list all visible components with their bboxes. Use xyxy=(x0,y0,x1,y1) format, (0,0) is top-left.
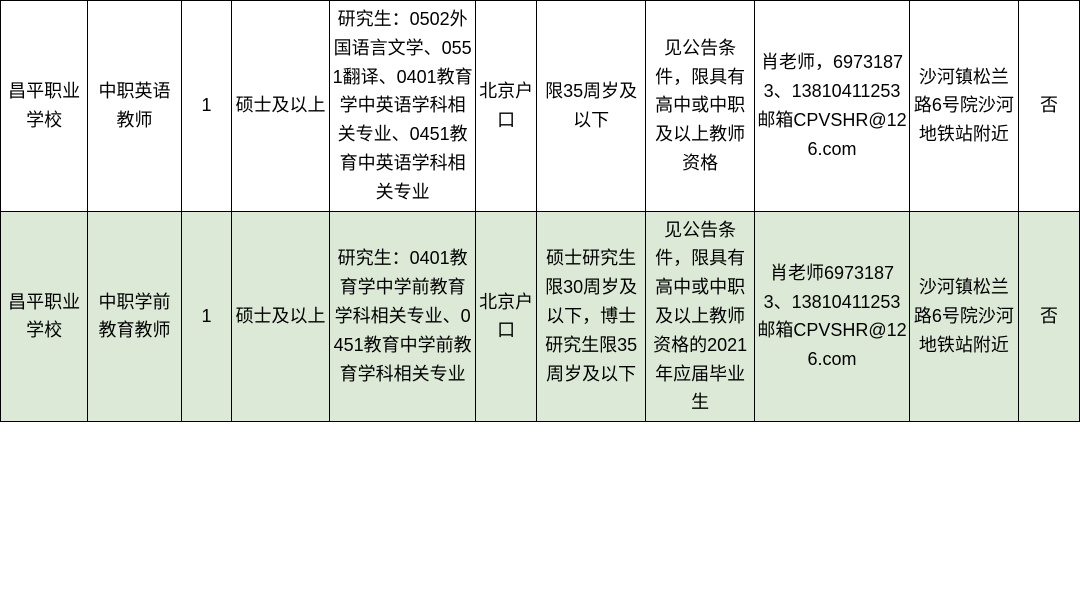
cell-count: 1 xyxy=(181,1,231,212)
cell-contact: 肖老师，69731873、13810411253邮箱CPVSHR@126.com xyxy=(755,1,910,212)
cell-hukou: 北京户口 xyxy=(476,1,537,212)
table-body: 昌平职业学校 中职英语教师 1 硕士及以上 研究生：0502外国语言文学、055… xyxy=(1,1,1080,422)
cell-flag: 否 xyxy=(1018,1,1079,212)
cell-degree: 硕士及以上 xyxy=(232,1,330,212)
cell-school: 昌平职业学校 xyxy=(1,211,88,422)
table-row: 昌平职业学校 中职英语教师 1 硕士及以上 研究生：0502外国语言文学、055… xyxy=(1,1,1080,212)
cell-position: 中职学前教育教师 xyxy=(88,211,182,422)
cell-address: 沙河镇松兰路6号院沙河地铁站附近 xyxy=(909,211,1018,422)
cell-age: 限35周岁及以下 xyxy=(537,1,646,212)
cell-requirement: 见公告条件，限具有高中或中职及以上教师资格 xyxy=(646,1,755,212)
cell-position: 中职英语教师 xyxy=(88,1,182,212)
cell-major: 研究生：0401教育学中学前教育学科相关专业、0451教育中学前教育学科相关专业 xyxy=(330,211,476,422)
cell-age: 硕士研究生限30周岁及以下，博士研究生限35周岁及以下 xyxy=(537,211,646,422)
table-row: 昌平职业学校 中职学前教育教师 1 硕士及以上 研究生：0401教育学中学前教育… xyxy=(1,211,1080,422)
cell-hukou: 北京户口 xyxy=(476,211,537,422)
cell-count: 1 xyxy=(181,211,231,422)
cell-contact: 肖老师69731873、13810411253邮箱CPVSHR@126.com xyxy=(755,211,910,422)
cell-major: 研究生：0502外国语言文学、0551翻译、0401教育学中英语学科相关专业、0… xyxy=(330,1,476,212)
cell-address: 沙河镇松兰路6号院沙河地铁站附近 xyxy=(909,1,1018,212)
cell-school: 昌平职业学校 xyxy=(1,1,88,212)
cell-flag: 否 xyxy=(1018,211,1079,422)
recruitment-table: 昌平职业学校 中职英语教师 1 硕士及以上 研究生：0502外国语言文学、055… xyxy=(0,0,1080,422)
cell-degree: 硕士及以上 xyxy=(232,211,330,422)
cell-requirement: 见公告条件，限具有高中或中职及以上教师资格的2021年应届毕业生 xyxy=(646,211,755,422)
